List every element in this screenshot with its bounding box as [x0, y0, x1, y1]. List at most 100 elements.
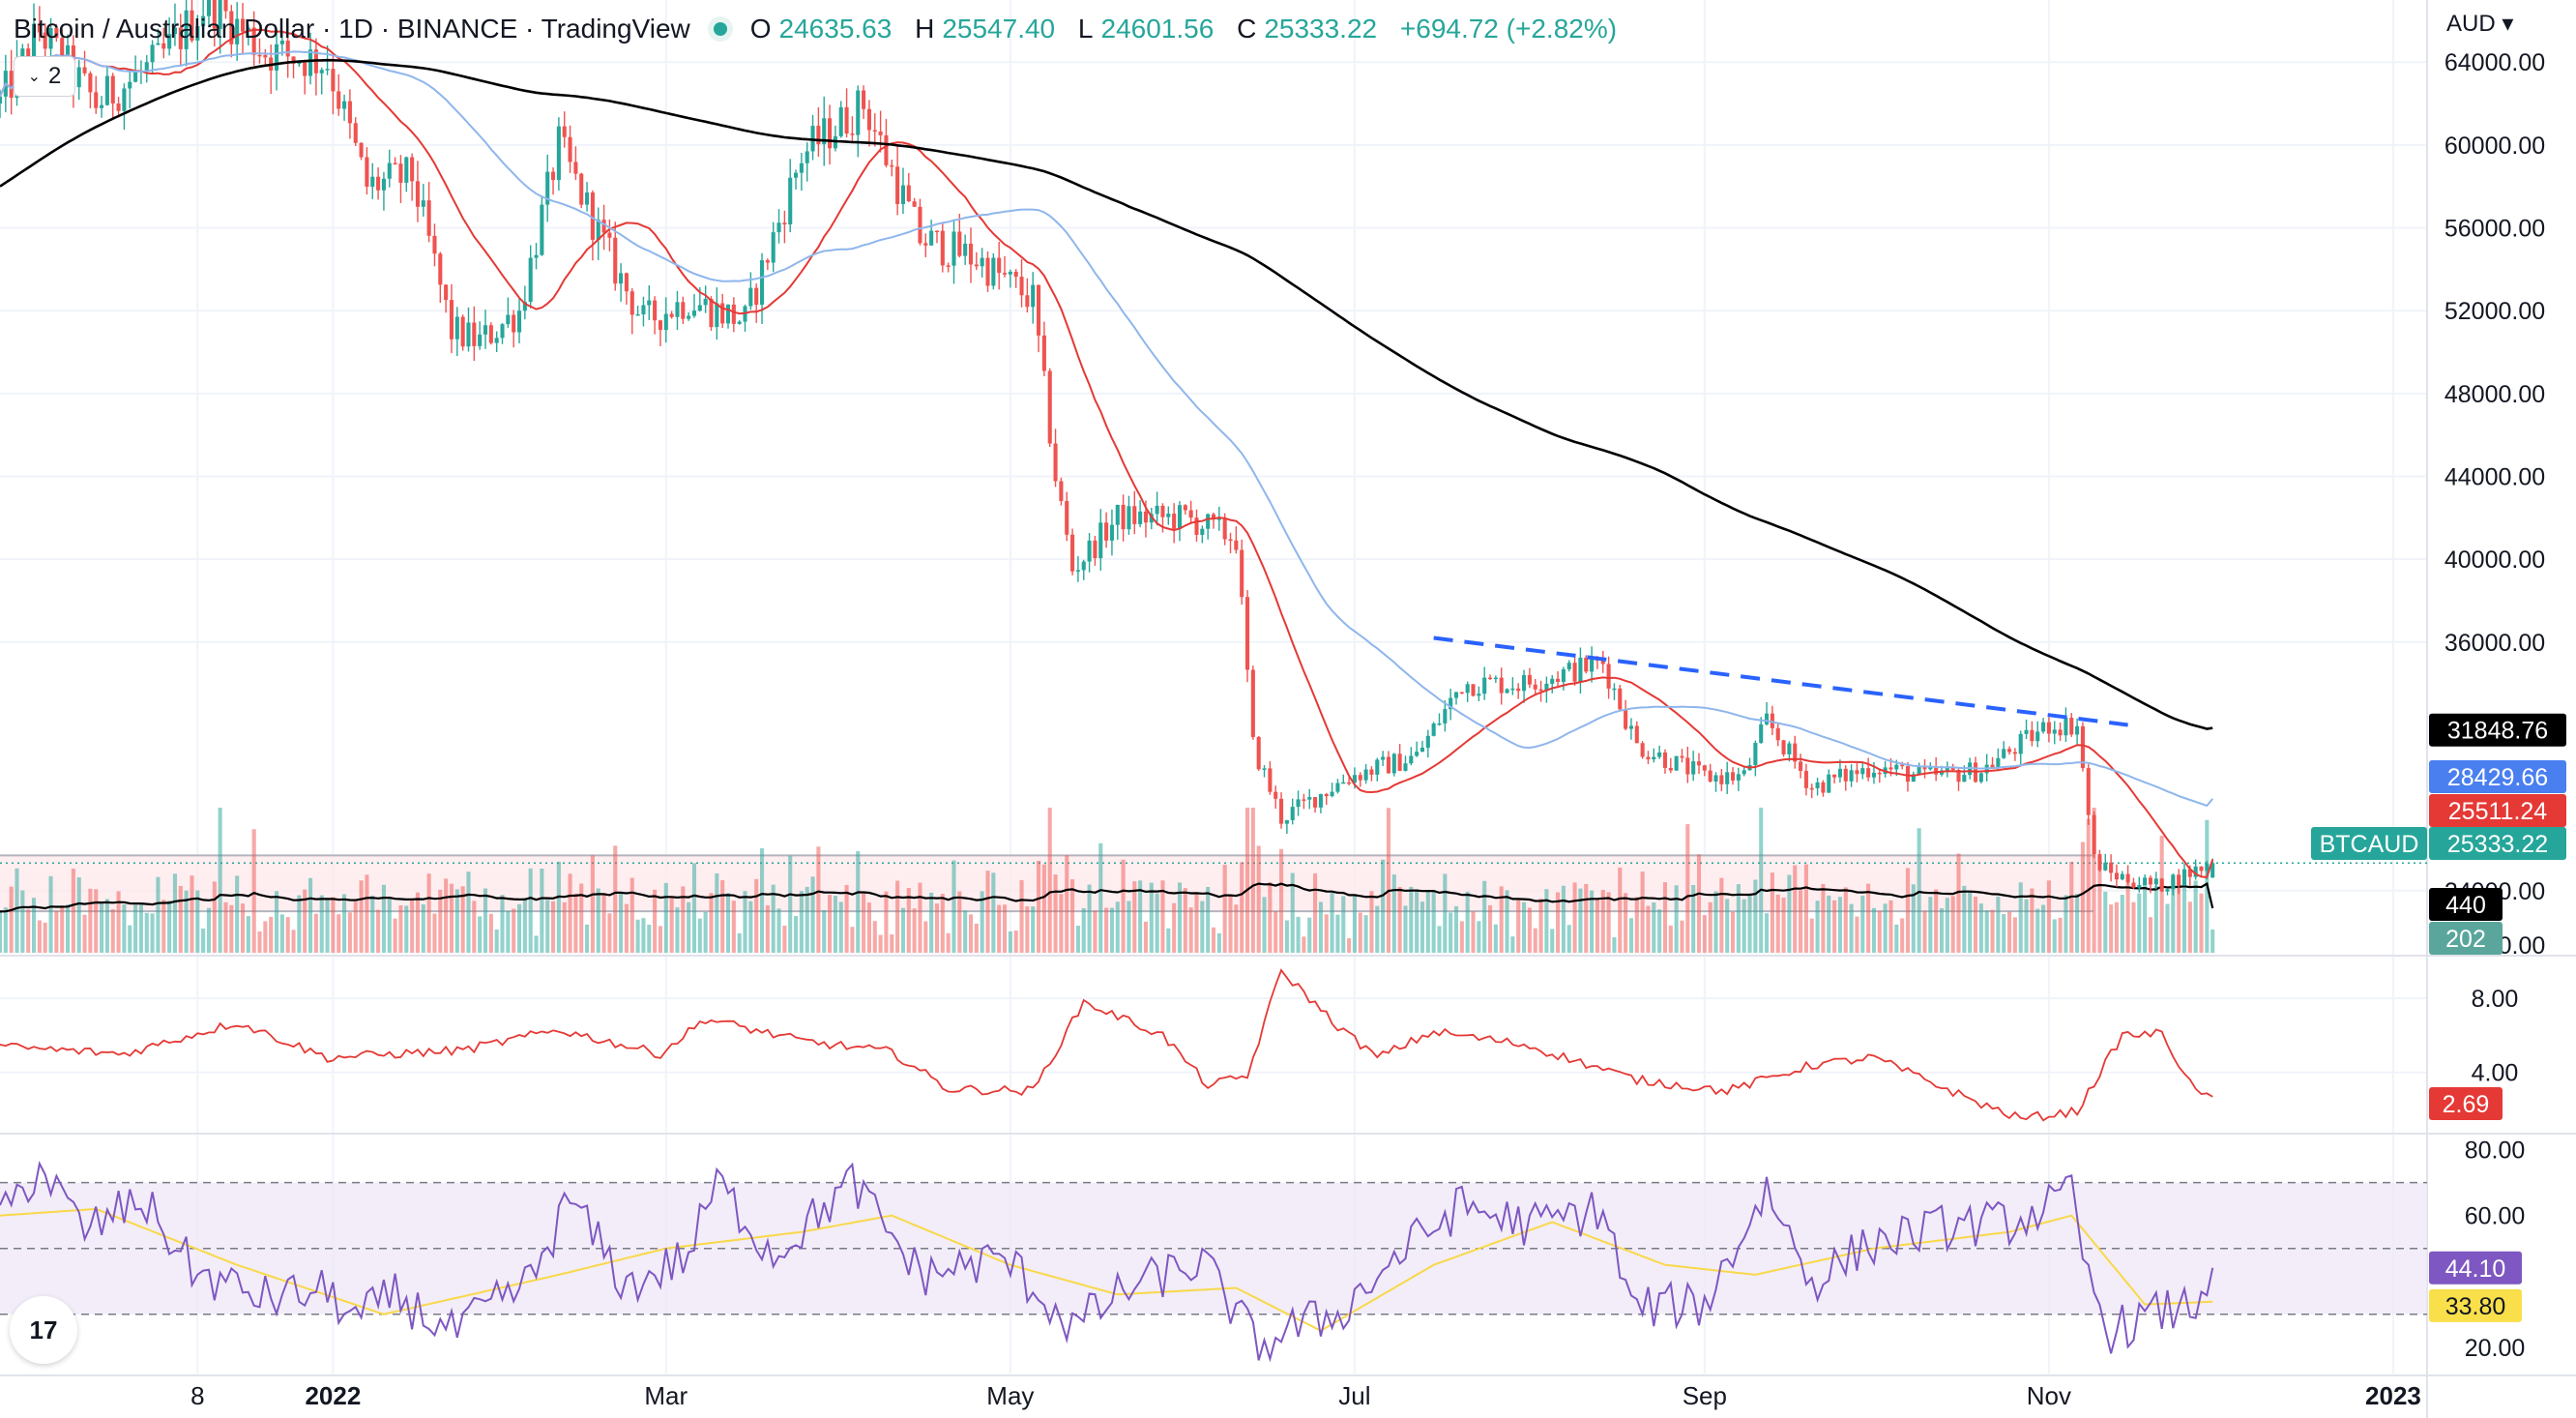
- candle-body: [1775, 727, 1780, 741]
- candle-body: [1013, 271, 1018, 278]
- last-price-tag-text: 25333.22: [2447, 831, 2548, 858]
- candle-body: [720, 303, 725, 324]
- candle-body: [1900, 764, 1905, 767]
- candle-body: [2125, 873, 2130, 883]
- candle-body: [319, 70, 324, 74]
- candle-body: [178, 27, 183, 49]
- candle-body: [1172, 514, 1177, 529]
- indicators-collapse-button[interactable]: ⌄ 2: [14, 56, 75, 97]
- candle-body: [1978, 773, 1983, 783]
- volume-bar: [1538, 899, 1543, 953]
- trendline[interactable]: [1433, 635, 2128, 727]
- volume-bar: [1335, 914, 1340, 953]
- volume-bar: [1369, 891, 1374, 953]
- volume-bar: [1713, 891, 1718, 953]
- volume-bar: [2052, 919, 2057, 953]
- price-tick-label: 36000.00: [2444, 630, 2545, 657]
- candle-body: [82, 67, 87, 74]
- volume-bar: [466, 871, 471, 953]
- currency-label[interactable]: AUD ▾: [2446, 11, 2513, 37]
- price-axis[interactable]: 64000.00 60000.00 56000.00 52000.00 48000.00…: [2444, 11, 2545, 1362]
- candle-body: [88, 73, 93, 93]
- candle-body: [172, 27, 177, 35]
- volume-bar: [223, 901, 228, 953]
- candle-body: [2143, 877, 2148, 885]
- dashed-trendline[interactable]: [1433, 635, 2128, 727]
- candle-body: [957, 231, 962, 256]
- volume-bar: [590, 855, 595, 953]
- volume-bar: [184, 890, 189, 953]
- candle-body: [2165, 889, 2170, 892]
- volume-bar: [1606, 892, 1611, 953]
- candle-body: [1375, 759, 1380, 775]
- candle-body: [1837, 768, 1842, 778]
- candle-body: [1347, 782, 1352, 784]
- volume-bar: [1799, 890, 1803, 953]
- volume-bar: [3, 907, 8, 953]
- volume-bar: [1685, 824, 1690, 953]
- volume-bar: [1719, 877, 1724, 953]
- tradingview-logo-icon[interactable]: 17: [10, 1296, 77, 1364]
- candle-body: [1652, 756, 1656, 760]
- volume-bar: [274, 891, 279, 953]
- volume-bar: [26, 909, 31, 953]
- candle-body: [359, 142, 364, 158]
- candle-body: [1544, 683, 1549, 691]
- candle-body: [675, 302, 680, 317]
- candle-body: [2069, 718, 2074, 735]
- volume-bar: [1037, 860, 1041, 953]
- candle-body: [1832, 774, 1837, 778]
- candle-body: [1487, 677, 1493, 680]
- volume-bar: [731, 901, 736, 953]
- moving-average-line: [0, 58, 2213, 730]
- volume-bar: [2080, 842, 2085, 953]
- volume-bar: [776, 908, 781, 953]
- volume-bar: [269, 916, 274, 953]
- volume-bar: [1572, 882, 1577, 953]
- candle-body: [2109, 862, 2114, 873]
- volume-bar: [393, 918, 397, 953]
- volume-bar: [799, 891, 804, 953]
- volume-bar: [2012, 917, 2017, 953]
- atr-last-tag-text: 2.69: [2443, 1091, 2490, 1118]
- candle-body: [494, 338, 499, 343]
- candle-body: [1618, 688, 1623, 710]
- volume-bar: [1578, 888, 1583, 953]
- candle-body: [703, 298, 708, 306]
- time-axis[interactable]: 8 2022 Mar May Jul Sep Nov 2023: [190, 1381, 2421, 1410]
- candle-body: [2199, 866, 2204, 871]
- volume-bar: [754, 878, 759, 953]
- price-candles[interactable]: [0, 0, 2215, 896]
- volume-bar: [506, 910, 511, 953]
- candle-body: [1905, 766, 1911, 783]
- candle-body: [506, 314, 511, 325]
- rsi-pane: [0, 1160, 2214, 1363]
- volume-bar: [579, 883, 584, 953]
- candle-body: [794, 172, 799, 178]
- volume-bar: [1477, 921, 1481, 953]
- volume-bar: [1081, 908, 1086, 953]
- candle-body: [438, 253, 443, 285]
- candle-body: [951, 231, 956, 266]
- candle-body: [2058, 729, 2063, 736]
- candle-body: [1262, 768, 1267, 770]
- candle-body: [681, 302, 686, 319]
- candle-body: [856, 90, 861, 135]
- volume-bar: [1747, 894, 1752, 953]
- volume-bar: [940, 894, 945, 953]
- rsi-line: [0, 1160, 2214, 1363]
- candle-body: [540, 204, 544, 255]
- atr-last-tag-bg: [2429, 1087, 2503, 1120]
- volume-bar: [1652, 902, 1656, 953]
- volume-bar: [1002, 904, 1008, 953]
- candle-body: [900, 185, 905, 204]
- candle-body: [997, 257, 1002, 274]
- market-status-icon[interactable]: [713, 22, 727, 36]
- volume-bar: [128, 925, 132, 953]
- volume-bar: [653, 889, 658, 953]
- volume-bar: [1228, 896, 1233, 953]
- last-price-tag-bg: [2429, 827, 2566, 860]
- candle-body: [1657, 752, 1662, 757]
- volume-bar: [1313, 872, 1318, 953]
